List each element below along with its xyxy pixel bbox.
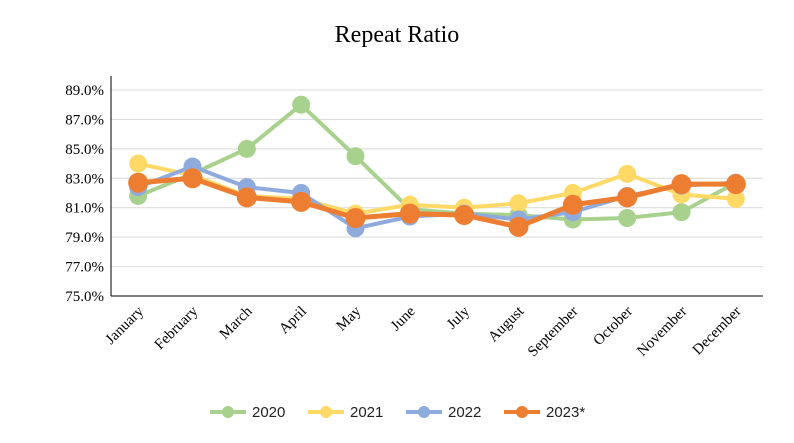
y-tick-label: 83.0% bbox=[65, 171, 104, 187]
series-layer bbox=[128, 95, 746, 238]
data-point bbox=[346, 147, 365, 166]
x-tick-label: August bbox=[485, 303, 528, 346]
series-2023 bbox=[128, 168, 746, 237]
legend-swatch-marker bbox=[222, 406, 234, 418]
data-point bbox=[618, 164, 637, 183]
legend-item: 2021 bbox=[308, 404, 383, 421]
series-2022 bbox=[129, 157, 745, 238]
data-point bbox=[725, 174, 746, 195]
x-tick-label: March bbox=[217, 303, 256, 342]
legend-label: 2023* bbox=[546, 404, 585, 421]
data-point bbox=[618, 209, 637, 228]
legend-swatch-marker bbox=[320, 406, 332, 418]
series-line bbox=[137, 175, 736, 230]
y-tick-label: 77.0% bbox=[65, 260, 104, 276]
data-point bbox=[671, 174, 692, 195]
x-tick-label: October bbox=[591, 304, 636, 349]
data-point bbox=[509, 194, 528, 213]
legend: 2020 2021 2022 2023* bbox=[210, 404, 585, 421]
data-point bbox=[726, 189, 745, 208]
x-tick-label: January bbox=[103, 303, 148, 348]
series-line bbox=[137, 164, 736, 231]
y-tick-label: 75.0% bbox=[65, 289, 104, 305]
y-tick-label: 81.0% bbox=[65, 201, 104, 217]
legend-label: 2020 bbox=[252, 404, 285, 421]
data-point bbox=[562, 194, 583, 215]
legend-item: 2022 bbox=[406, 404, 481, 421]
data-point bbox=[399, 203, 420, 224]
legend-item: 2020 bbox=[210, 404, 285, 421]
x-tick-label: December bbox=[690, 304, 745, 359]
x-tick-label: September bbox=[525, 304, 582, 361]
y-tick-label: 79.0% bbox=[65, 230, 104, 246]
legend-label: 2022 bbox=[448, 404, 481, 421]
y-tick-label: 87.0% bbox=[65, 112, 104, 128]
x-tick-label: February bbox=[152, 303, 202, 353]
series-2020 bbox=[129, 95, 745, 229]
data-point bbox=[508, 216, 529, 237]
y-axis: 75.0% 77.0% 79.0% 81.0% 83.0% 85.0% 87.0% 89.0% bbox=[65, 76, 112, 305]
data-point bbox=[617, 187, 638, 208]
legend-swatch-marker bbox=[516, 406, 528, 418]
grid bbox=[111, 89, 763, 268]
x-tick-label: April bbox=[276, 304, 310, 338]
legend-item: 2023* bbox=[504, 404, 585, 421]
data-point bbox=[182, 168, 203, 189]
y-tick-label: 89.0% bbox=[65, 83, 104, 99]
chart-title: Repeat Ratio bbox=[335, 22, 460, 48]
data-point bbox=[236, 187, 257, 208]
series-line bbox=[137, 102, 737, 222]
data-point bbox=[291, 191, 312, 212]
data-point bbox=[292, 95, 311, 114]
legend-swatch-marker bbox=[418, 406, 430, 418]
data-point bbox=[237, 139, 256, 158]
data-point bbox=[672, 203, 691, 222]
x-tick-label: July bbox=[444, 303, 473, 332]
legend-label: 2021 bbox=[350, 404, 383, 421]
data-point bbox=[128, 172, 149, 193]
x-tick-label: May bbox=[334, 303, 365, 334]
data-point bbox=[454, 205, 475, 226]
data-point bbox=[345, 208, 366, 229]
x-tick-label: June bbox=[388, 303, 419, 334]
x-axis: January February March April May June July Augu… bbox=[103, 295, 763, 361]
x-tick-label: November bbox=[634, 304, 690, 360]
y-tick-label: 85.0% bbox=[65, 142, 104, 158]
data-point bbox=[129, 154, 148, 173]
